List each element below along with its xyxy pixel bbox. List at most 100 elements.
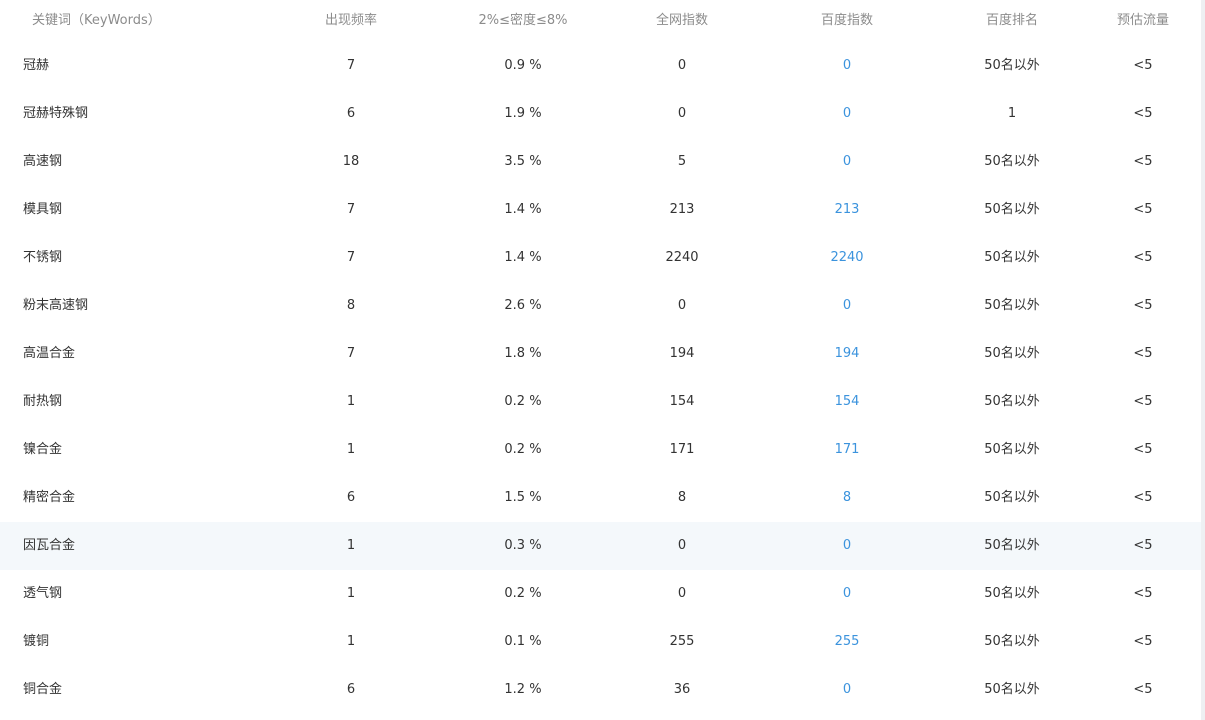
frequency-cell: 1 <box>346 634 356 649</box>
baidu-rank-cell: 50名以外 <box>984 490 1040 505</box>
baidu-index-link[interactable]: 0 <box>842 58 852 73</box>
density-cell: 0.2 % <box>504 394 542 409</box>
density-cell: 2.6 % <box>504 298 542 313</box>
baidu-rank-cell: 50名以外 <box>984 682 1040 697</box>
baidu-rank-cell: 50名以外 <box>984 538 1040 553</box>
baidu-rank-cell: 50名以外 <box>984 394 1040 409</box>
traffic-cell: <5 <box>1133 682 1153 697</box>
all-index-cell: 213 <box>669 202 695 217</box>
traffic-cell: <5 <box>1133 250 1153 265</box>
traffic-cell: <5 <box>1133 538 1153 553</box>
table-row: 模具钢 7 1.4 % 213 213 50名以外 <5 <box>0 186 1201 234</box>
keyword-cell: 高速钢 <box>23 154 63 169</box>
baidu-rank-cell: 50名以外 <box>984 250 1040 265</box>
frequency-cell: 7 <box>346 250 356 265</box>
table-row: 铜合金 6 1.2 % 36 0 50名以外 <5 <box>0 666 1201 714</box>
baidu-index-link[interactable]: 171 <box>834 442 860 457</box>
all-index-cell: 0 <box>677 586 687 601</box>
all-index-cell: 0 <box>677 58 687 73</box>
baidu-index-link[interactable]: 154 <box>834 394 860 409</box>
keyword-cell: 模具钢 <box>23 202 63 217</box>
baidu-index-link[interactable]: 0 <box>842 682 852 697</box>
frequency-cell: 7 <box>346 58 356 73</box>
frequency-cell: 1 <box>346 586 356 601</box>
keyword-cell: 镍合金 <box>23 442 63 457</box>
header-all-index: 全网指数 <box>655 13 708 28</box>
frequency-cell: 6 <box>346 106 356 121</box>
baidu-index-link[interactable]: 0 <box>842 538 852 553</box>
header-traffic: 预估流量 <box>1116 13 1169 28</box>
traffic-cell: <5 <box>1133 634 1153 649</box>
baidu-index-link[interactable]: 0 <box>842 106 852 121</box>
keyword-cell: 冠赫 <box>23 58 50 73</box>
baidu-index-link[interactable]: 0 <box>842 298 852 313</box>
header-baidu-rank: 百度排名 <box>985 13 1038 28</box>
all-index-cell: 171 <box>669 442 695 457</box>
traffic-cell: <5 <box>1133 586 1153 601</box>
all-index-cell: 194 <box>669 346 695 361</box>
table-row: 镍合金 1 0.2 % 171 171 50名以外 <5 <box>0 426 1201 474</box>
frequency-cell: 7 <box>346 202 356 217</box>
density-cell: 1.9 % <box>504 106 542 121</box>
density-cell: 0.2 % <box>504 586 542 601</box>
header-baidu-index: 百度指数 <box>820 13 873 28</box>
density-cell: 1.5 % <box>504 490 542 505</box>
scroll-edge <box>1201 0 1205 720</box>
header-keyword: 关键词（KeyWords） <box>32 13 161 28</box>
baidu-rank-cell: 50名以外 <box>984 58 1040 73</box>
frequency-cell: 6 <box>346 490 356 505</box>
baidu-index-link[interactable]: 213 <box>834 202 860 217</box>
baidu-index-link[interactable]: 194 <box>834 346 860 361</box>
traffic-cell: <5 <box>1133 442 1153 457</box>
baidu-rank-cell: 50名以外 <box>984 586 1040 601</box>
keyword-cell: 粉末高速钢 <box>23 298 89 313</box>
frequency-cell: 1 <box>346 442 356 457</box>
all-index-cell: 154 <box>669 394 695 409</box>
traffic-cell: <5 <box>1133 490 1153 505</box>
baidu-rank-cell: 50名以外 <box>984 346 1040 361</box>
frequency-cell: 7 <box>346 346 356 361</box>
baidu-rank-cell: 50名以外 <box>984 634 1040 649</box>
table-row: 透气钢 1 0.2 % 0 0 50名以外 <5 <box>0 570 1201 618</box>
density-cell: 1.4 % <box>504 250 542 265</box>
table-row: 因瓦合金 1 0.3 % 0 0 50名以外 <5 <box>0 522 1201 570</box>
baidu-rank-cell: 50名以外 <box>984 298 1040 313</box>
keyword-cell: 高温合金 <box>23 346 76 361</box>
baidu-index-link[interactable]: 0 <box>842 586 852 601</box>
table-row: 镀铜 1 0.1 % 255 255 50名以外 <5 <box>0 618 1201 666</box>
keyword-cell: 耐热钢 <box>23 394 63 409</box>
keyword-cell: 不锈钢 <box>23 250 63 265</box>
table-row: 高温合金 7 1.8 % 194 194 50名以外 <5 <box>0 330 1201 378</box>
keyword-cell: 镀铜 <box>23 634 50 649</box>
all-index-cell: 5 <box>677 154 687 169</box>
density-cell: 1.4 % <box>504 202 542 217</box>
all-index-cell: 8 <box>677 490 687 505</box>
all-index-cell: 0 <box>677 106 687 121</box>
density-cell: 1.2 % <box>504 682 542 697</box>
all-index-cell: 0 <box>677 298 687 313</box>
all-index-cell: 0 <box>677 538 687 553</box>
header-density: 2%≤密度≤8% <box>478 13 568 28</box>
traffic-cell: <5 <box>1133 202 1153 217</box>
density-cell: 1.8 % <box>504 346 542 361</box>
all-index-cell: 36 <box>673 682 691 697</box>
baidu-index-link[interactable]: 2240 <box>830 250 864 265</box>
traffic-cell: <5 <box>1133 58 1153 73</box>
all-index-cell: 2240 <box>665 250 699 265</box>
frequency-cell: 8 <box>346 298 356 313</box>
table-row: 高速钢 18 3.5 % 5 0 50名以外 <5 <box>0 138 1201 186</box>
baidu-index-link[interactable]: 8 <box>842 490 852 505</box>
keyword-cell: 精密合金 <box>23 490 76 505</box>
density-cell: 0.1 % <box>504 634 542 649</box>
baidu-rank-cell: 50名以外 <box>984 154 1040 169</box>
table-row: 耐热钢 1 0.2 % 154 154 50名以外 <5 <box>0 378 1201 426</box>
table-header: 关键词（KeyWords） 出现频率 2%≤密度≤8% 全网指数 百度指数 百度… <box>0 0 1201 42</box>
baidu-index-link[interactable]: 0 <box>842 154 852 169</box>
baidu-index-link[interactable]: 255 <box>834 634 860 649</box>
frequency-cell: 18 <box>342 154 360 169</box>
density-cell: 0.3 % <box>504 538 542 553</box>
frequency-cell: 1 <box>346 394 356 409</box>
traffic-cell: <5 <box>1133 154 1153 169</box>
